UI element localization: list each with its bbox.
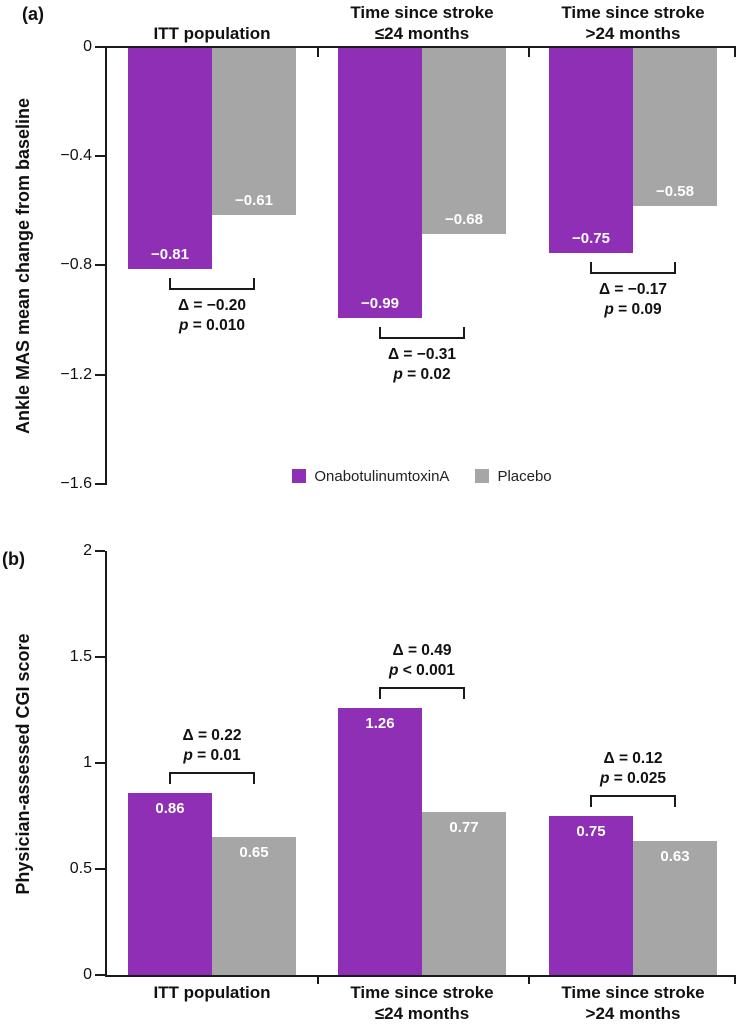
- panel-a-label: (a): [22, 4, 44, 24]
- panel-b-category-label: Time since stroke >24 months: [561, 983, 705, 1023]
- panel-b-y-tick-label: 0: [83, 966, 92, 983]
- onabotulinumtoxina-swatch-icon: [292, 469, 307, 483]
- bar-onabotulinumtoxina: [549, 48, 633, 253]
- panel-b-y-tick: [95, 762, 105, 764]
- bar-onabotulinumtoxina: [128, 48, 212, 269]
- panel-a-y-tick: [95, 264, 105, 267]
- panel-b-category-label: ITT population: [153, 983, 271, 1002]
- bar-placebo: [212, 48, 296, 215]
- bar-value-label: 0.63: [660, 848, 690, 865]
- comparison-bracket: [169, 772, 255, 784]
- legend-label-onabotulinumtoxina: OnabotulinumtoxinA: [314, 467, 450, 485]
- legend-item-onabotulinumtoxina: OnabotulinumtoxinA: [292, 468, 449, 485]
- bar-value-label: 0.75: [576, 823, 606, 840]
- comparison-bracket: [590, 795, 676, 807]
- panel-a-y-tick: [95, 46, 105, 48]
- panel-a-y-tick-label: −0.8: [60, 256, 92, 274]
- bar-value-label: −0.81: [151, 246, 189, 263]
- panel-b-y-tick-label: 1: [83, 754, 92, 771]
- bar-value-label: −0.68: [445, 211, 483, 228]
- panel-b-y-tick-label: 0.5: [69, 860, 92, 877]
- panel-b-label: (b): [2, 549, 25, 569]
- comparison-annotation: Δ = 0.12 p = 0.025: [600, 750, 666, 787]
- bar-onabotulinumtoxina: [338, 708, 422, 975]
- panel-a-y-tick-label: 0: [83, 38, 92, 55]
- panel-a-baseline: [105, 46, 736, 48]
- bar-onabotulinumtoxina: [549, 816, 633, 975]
- comparison-annotation: Δ = 0.22 p = 0.01: [182, 727, 242, 764]
- panel-a-y-tick: [95, 373, 105, 376]
- comparison-bracket: [379, 687, 465, 699]
- panel-a-y-axis: [105, 46, 107, 485]
- bar-value-label: 0.86: [155, 800, 185, 817]
- panel-b-axis-tick-separator: [734, 975, 736, 984]
- comparison-annotation: Δ = −0.17 p = 0.09: [598, 281, 668, 318]
- legend-label-placebo: Placebo: [497, 467, 552, 485]
- bar-value-label: −0.58: [656, 183, 694, 200]
- panel-b-axis-tick-separator: [317, 975, 319, 984]
- bar-value-label: −0.61: [235, 192, 273, 209]
- bar-value-label: 1.26: [365, 715, 395, 732]
- bar-value-label: −0.99: [361, 295, 399, 312]
- bar-placebo: [212, 837, 296, 975]
- panel-b-y-tick-label: 2: [83, 542, 92, 559]
- panel-a-y-tick-label: −0.4: [60, 147, 92, 165]
- bar-placebo: [422, 812, 506, 975]
- panel-a-axis-tick-separator: [734, 48, 736, 57]
- panel-b-y-tick-label: 1.5: [69, 648, 92, 665]
- comparison-bracket: [379, 327, 465, 339]
- panel-b-y-axis: [105, 551, 107, 977]
- bar-placebo: [633, 841, 717, 975]
- panel-b-axis-tick-separator: [528, 975, 530, 984]
- comparison-bracket: [169, 278, 255, 290]
- panel-a-y-tick-label: −1.6: [60, 474, 92, 492]
- panel-b-y-tick: [95, 550, 105, 552]
- comparison-annotation: Δ = 0.49 p < 0.001: [389, 642, 455, 679]
- panel-a-category-label: ITT population: [153, 24, 271, 43]
- legend: OnabotulinumtoxinA Placebo: [107, 467, 737, 485]
- bar-placebo: [633, 48, 717, 206]
- panel-a-axis-tick-separator: [528, 48, 530, 57]
- bar-value-label: 0.65: [239, 844, 269, 861]
- panel-b-y-tick: [95, 656, 105, 658]
- panel-b-y-tick: [95, 974, 105, 976]
- panel-a-y-tick: [95, 482, 105, 485]
- panel-b-baseline: [105, 975, 736, 977]
- panel-b-y-tick: [95, 868, 105, 870]
- bar-onabotulinumtoxina: [338, 48, 422, 318]
- panel-a-category-label: Time since stroke >24 months: [561, 3, 705, 43]
- comparison-annotation: Δ = −0.20 p = 0.010: [177, 297, 247, 334]
- bar-value-label: −0.75: [572, 230, 610, 247]
- panel-a-category-label: Time since stroke ≤24 months: [350, 3, 494, 43]
- bar-placebo: [422, 48, 506, 234]
- panel-b-category-label: Time since stroke ≤24 months: [350, 983, 494, 1023]
- legend-item-placebo: Placebo: [475, 467, 552, 485]
- panel-a-y-tick: [95, 155, 105, 158]
- bar-value-label: 0.77: [449, 819, 479, 836]
- comparison-annotation: Δ = −0.31 p = 0.02: [387, 346, 457, 383]
- panel-a-y-tick-label: −1.2: [60, 365, 92, 383]
- comparison-bracket: [590, 262, 676, 274]
- bar-onabotulinumtoxina: [128, 793, 212, 975]
- placebo-swatch-icon: [475, 469, 490, 483]
- panel-a-axis-tick-separator: [317, 48, 319, 57]
